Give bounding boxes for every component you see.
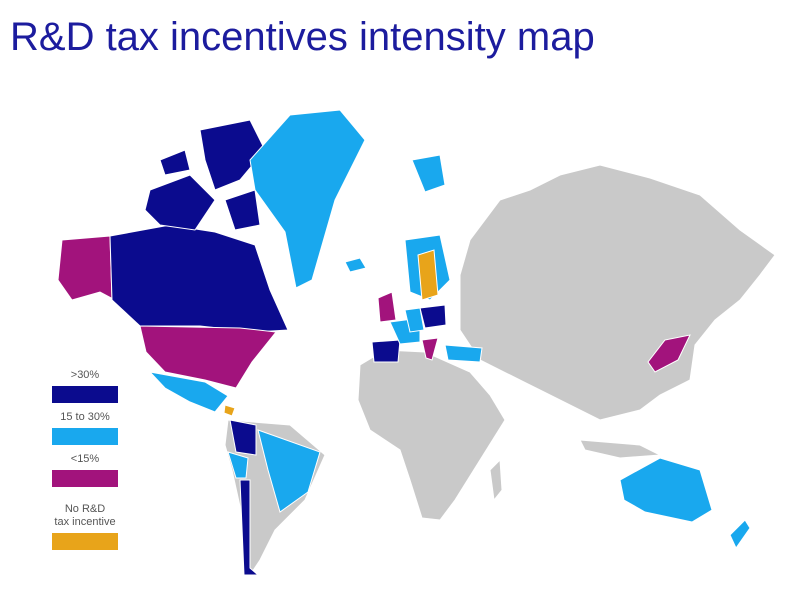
world-map: [57, 109, 776, 577]
legend-label: >30%: [71, 369, 100, 381]
legend-label: 15 to 30%: [60, 411, 110, 423]
legend-swatch: [52, 533, 118, 550]
legend-swatch: [52, 470, 118, 487]
title: R&D tax incentives intensity map: [10, 15, 595, 59]
legend-swatch: [52, 386, 118, 403]
legend-label: <15%: [71, 453, 100, 465]
legend-label: No R&D: [65, 503, 105, 515]
legend-label: tax incentive: [54, 516, 115, 528]
legend-swatch: [52, 428, 118, 445]
